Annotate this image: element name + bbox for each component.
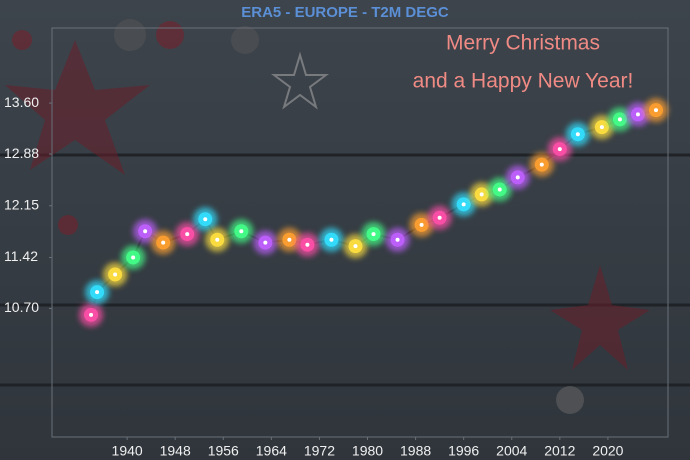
- bulb: [385, 227, 410, 252]
- y-tick-label: 12.15: [4, 196, 39, 212]
- x-tick-label: 1972: [304, 443, 335, 459]
- bulb: [205, 227, 230, 252]
- bulb-spark: [419, 222, 424, 227]
- annotation: and a Happy New Year!: [413, 70, 634, 93]
- x-tick-label: 2012: [544, 443, 575, 459]
- bulb-spark: [143, 229, 148, 234]
- bulb: [193, 207, 218, 232]
- y-tick-label: 13.60: [4, 94, 39, 110]
- bulb: [253, 230, 278, 255]
- x-tick-label: 1980: [352, 443, 383, 459]
- bulb-spark: [461, 202, 466, 207]
- bulb-spark: [635, 112, 640, 117]
- plot-frame: [51, 27, 669, 438]
- bulb: [451, 192, 476, 217]
- bulb-spark: [263, 240, 268, 245]
- bulb-spark: [161, 240, 166, 245]
- bulb: [295, 232, 320, 257]
- bulb-spark: [89, 312, 94, 317]
- bulb: [175, 222, 200, 247]
- bulb: [565, 122, 590, 147]
- bulb: [151, 230, 176, 255]
- bulb: [85, 280, 110, 305]
- bulb: [589, 115, 614, 140]
- bulb-spark: [131, 255, 136, 260]
- annotation: Merry Christmas: [446, 32, 600, 55]
- bulb-spark: [653, 108, 658, 113]
- bulb: [625, 102, 650, 127]
- bulb-spark: [113, 272, 118, 277]
- bulb: [487, 177, 512, 202]
- bulb-spark: [395, 237, 400, 242]
- x-tick-label: 2020: [592, 443, 623, 459]
- bulb-spark: [575, 132, 580, 137]
- x-tick-label: 1948: [160, 443, 191, 459]
- bulb-spark: [203, 217, 208, 222]
- bulb-spark: [437, 215, 442, 220]
- bulb: [409, 212, 434, 237]
- bulb: [229, 219, 254, 244]
- x-tick-label: 2004: [496, 443, 527, 459]
- bulb: [79, 302, 104, 327]
- bulb-spark: [515, 175, 520, 180]
- bulb-spark: [557, 147, 562, 152]
- bulb: [277, 227, 302, 252]
- bulb: [103, 262, 128, 287]
- bulb: [547, 137, 572, 162]
- bulb-spark: [479, 192, 484, 197]
- y-tick-label: 11.42: [4, 248, 38, 264]
- bulb-spark: [305, 242, 310, 247]
- bulb: [361, 222, 386, 247]
- x-tick-label: 1940: [112, 443, 143, 459]
- bulb: [427, 205, 452, 230]
- y-tick-label: 10.70: [4, 299, 39, 315]
- bulb: [529, 152, 554, 177]
- bulb: [505, 165, 530, 190]
- bulb: [343, 234, 368, 259]
- bulb-spark: [617, 117, 622, 122]
- x-tick-label: 1964: [256, 443, 287, 459]
- bulb: [469, 182, 494, 207]
- bulb: [133, 219, 158, 244]
- x-tick-label: 1956: [208, 443, 239, 459]
- bulb-spark: [371, 232, 376, 237]
- x-tick-label: 1996: [448, 443, 479, 459]
- y-tick-label: 12.88: [4, 145, 39, 161]
- bulb-spark: [239, 229, 244, 234]
- bulb-spark: [353, 244, 358, 249]
- bulb-spark: [287, 237, 292, 242]
- bulb-spark: [497, 187, 502, 192]
- bulb-spark: [539, 162, 544, 167]
- bulb-spark: [95, 290, 100, 295]
- decorations: [5, 19, 650, 414]
- bulb: [607, 107, 632, 132]
- x-tick-label: 1988: [400, 443, 431, 459]
- bulb: [121, 245, 146, 270]
- bulb-spark: [329, 237, 334, 242]
- bulb: [643, 98, 668, 123]
- chart-title: ERA5 - EUROPE - T2M DEGC: [241, 4, 449, 21]
- bulb: [319, 227, 344, 252]
- bulb-spark: [599, 125, 604, 130]
- bulb-spark: [185, 232, 190, 237]
- bulb-spark: [215, 237, 220, 242]
